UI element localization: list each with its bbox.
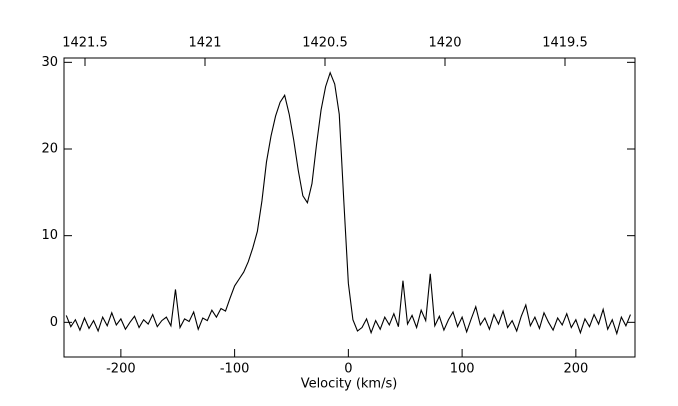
x-tick-label: 200 (563, 362, 588, 377)
y-tick-label: 30 (41, 55, 58, 70)
x2-tick-label: 1421 (188, 36, 221, 51)
x2-tick-label: 1419.5 (542, 36, 588, 51)
y-tick-label: 0 (50, 315, 58, 330)
plot-frame (63, 57, 636, 358)
x2-tick-label: 1421.5 (62, 36, 108, 51)
x-tick-label: 0 (344, 362, 352, 377)
x-tick-label: 100 (450, 362, 475, 377)
x-tick-label: -200 (106, 362, 136, 377)
x2-tick-label: 1420.5 (302, 36, 348, 51)
x2-tick-label: 1420 (428, 36, 461, 51)
spectrum-line (65, 71, 631, 336)
y-tick-label: 20 (41, 142, 58, 157)
x-axis-label: Velocity (km/s) (301, 377, 398, 392)
y-tick-label: 10 (41, 228, 58, 243)
x-tick-label: -100 (220, 362, 250, 377)
